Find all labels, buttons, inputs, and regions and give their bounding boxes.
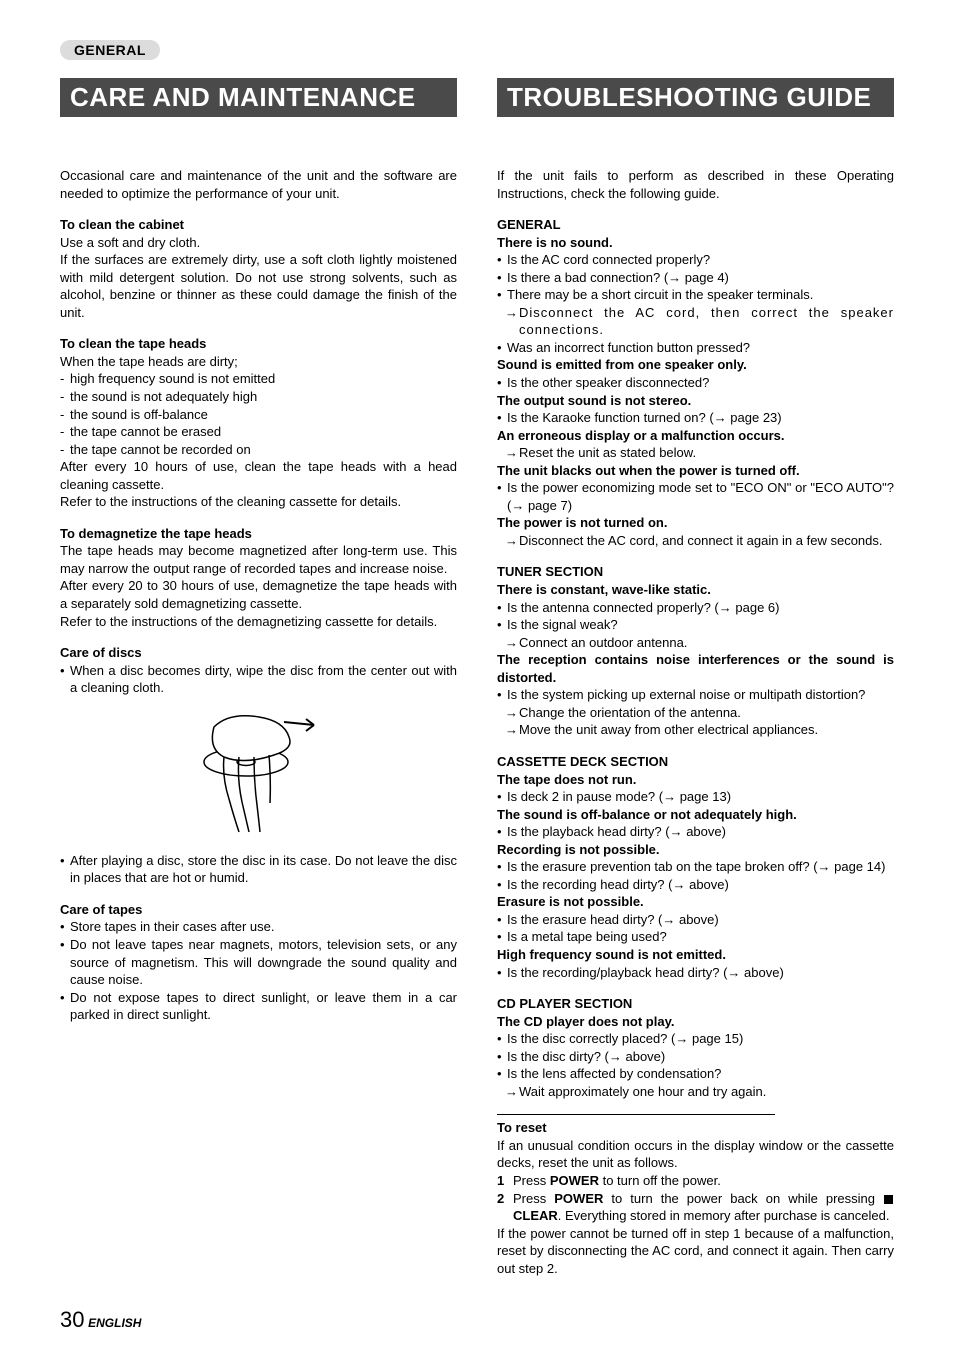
list-item: Do not leave tapes near magnets, motors,… [60, 936, 457, 989]
erroneous-h: An erroneous display or a malfunction oc… [497, 427, 894, 445]
right-intro: If the unit fails to perform as describe… [497, 167, 894, 202]
arrow-line: Disconnect the AC cord, then correct the… [497, 304, 894, 339]
step-2: 2Press POWER to turn the power back on w… [497, 1190, 894, 1225]
list-item: high frequency sound is not emitted [60, 370, 457, 388]
not-run-h: The tape does not run. [497, 771, 894, 789]
list-item: Is the recording head dirty? (→ above) [497, 876, 894, 894]
divider [497, 1114, 775, 1115]
clean-heads-intro: When the tape heads are dirty; [60, 353, 457, 371]
cd-not-play-h: The CD player does not play. [497, 1013, 894, 1031]
demag-p2: After every 20 to 30 hours of use, demag… [60, 577, 457, 612]
page-footer: 30 ENGLISH [60, 1307, 894, 1333]
clean-heads-after1: After every 10 hours of use, clean the t… [60, 458, 457, 493]
general-heading: GENERAL [497, 216, 894, 234]
list-item: Is the signal weak? [497, 616, 894, 634]
reset-p1: If an unusual condition occurs in the di… [497, 1137, 894, 1172]
list-item: Was an incorrect function button pressed… [497, 339, 894, 357]
interference-h: The reception contains noise interferenc… [497, 651, 894, 686]
right-column: TROUBLESHOOTING GUIDE If the unit fails … [497, 78, 894, 1277]
list-item: There may be a short circuit in the spea… [497, 286, 894, 304]
list-item: Is the other speaker disconnected? [497, 374, 894, 392]
list-item: the sound is not adequately high [60, 388, 457, 406]
list-item: Is a metal tape being used? [497, 928, 894, 946]
blacks-out-h: The unit blacks out when the power is tu… [497, 462, 894, 480]
arrow-line: Wait approximately one hour and try agai… [497, 1083, 894, 1101]
clean-cabinet-heading: To clean the cabinet [60, 216, 457, 234]
one-speaker-h: Sound is emitted from one speaker only. [497, 356, 894, 374]
page-language: ENGLISH [88, 1316, 141, 1330]
list-item: Is the recording/playback head dirty? (→… [497, 964, 894, 982]
demag-p1: The tape heads may become magnetized aft… [60, 542, 457, 577]
reset-steps: 1Press POWER to turn off the power. 2Pre… [497, 1172, 894, 1225]
highfreq-h: High frequency sound is not emitted. [497, 946, 894, 964]
cassette-heading: CASSETTE DECK SECTION [497, 753, 894, 771]
demag-p3: Refer to the instructions of the demagne… [60, 613, 457, 631]
left-intro: Occasional care and maintenance of the u… [60, 167, 457, 202]
stop-icon [884, 1195, 893, 1204]
section-tag: GENERAL [60, 40, 160, 60]
erase-np-h: Erasure is not possible. [497, 893, 894, 911]
not-stereo-h: The output sound is not stereo. [497, 392, 894, 410]
arrow-line: Move the unit away from other electrical… [497, 721, 894, 739]
list-item: Is the lens affected by condensation? [497, 1065, 894, 1083]
reset-p2: If the power cannot be turned off in ste… [497, 1225, 894, 1278]
list-item: Is the Karaoke function turned on? (→ pa… [497, 409, 894, 427]
arrow-line: Disconnect the AC cord, and connect it a… [497, 532, 894, 550]
arrow-line: Change the orientation of the antenna. [497, 704, 894, 722]
clean-heads-heading: To clean the tape heads [60, 335, 457, 353]
right-title: TROUBLESHOOTING GUIDE [497, 78, 894, 117]
tapes-list: Store tapes in their cases after use. Do… [60, 918, 457, 1023]
list-item: Is the erasure prevention tab on the tap… [497, 858, 894, 876]
demag-heading: To demagnetize the tape heads [60, 525, 457, 543]
list-item: Is the power economizing mode set to "EC… [497, 479, 894, 514]
disc-cleaning-illustration [60, 707, 457, 842]
clean-cabinet-l1: Use a soft and dry cloth. [60, 234, 457, 252]
list-item: the sound is off-balance [60, 406, 457, 424]
clean-heads-list: high frequency sound is not emitted the … [60, 370, 457, 458]
list-item: Is deck 2 in pause mode? (→ page 13) [497, 788, 894, 806]
discs-b2: After playing a disc, store the disc in … [60, 852, 457, 887]
discs-b1: When a disc becomes dirty, wipe the disc… [60, 662, 457, 697]
clean-heads-after2: Refer to the instructions of the cleanin… [60, 493, 457, 511]
arrow-line: Connect an outdoor antenna. [497, 634, 894, 652]
list-item: Do not expose tapes to direct sunlight, … [60, 989, 457, 1024]
list-item: Is there a bad connection? (→ page 4) [497, 269, 894, 287]
manual-page: GENERAL CARE AND MAINTENANCE Occasional … [0, 0, 954, 1363]
static-h: There is constant, wave-like static. [497, 581, 894, 599]
left-column: CARE AND MAINTENANCE Occasional care and… [60, 78, 457, 1277]
list-item: the tape cannot be erased [60, 423, 457, 441]
clean-cabinet-l2: If the surfaces are extremely dirty, use… [60, 251, 457, 321]
step-1: 1Press POWER to turn off the power. [497, 1172, 894, 1190]
list-item: Is the playback head dirty? (→ above) [497, 823, 894, 841]
rec-np-h: Recording is not possible. [497, 841, 894, 859]
left-title: CARE AND MAINTENANCE [60, 78, 457, 117]
list-item: Is the disc dirty? (→ above) [497, 1048, 894, 1066]
reset-h: To reset [497, 1119, 894, 1137]
list-item: Is the disc correctly placed? (→ page 15… [497, 1030, 894, 1048]
arrow-line: Reset the unit as stated below. [497, 444, 894, 462]
cd-heading: CD PLAYER SECTION [497, 995, 894, 1013]
tuner-heading: TUNER SECTION [497, 563, 894, 581]
no-sound-h: There is no sound. [497, 234, 894, 252]
not-on-h: The power is not turned on. [497, 514, 894, 532]
page-number: 30 [60, 1307, 84, 1332]
tapes-heading: Care of tapes [60, 901, 457, 919]
content-columns: CARE AND MAINTENANCE Occasional care and… [60, 78, 894, 1277]
list-item: Is the system picking up external noise … [497, 686, 894, 704]
list-item: Is the erasure head dirty? (→ above) [497, 911, 894, 929]
off-balance-h: The sound is off-balance or not adequate… [497, 806, 894, 824]
list-item: Store tapes in their cases after use. [60, 918, 457, 936]
list-item: the tape cannot be recorded on [60, 441, 457, 459]
discs-heading: Care of discs [60, 644, 457, 662]
list-item: Is the antenna connected properly? (→ pa… [497, 599, 894, 617]
list-item: Is the AC cord connected properly? [497, 251, 894, 269]
